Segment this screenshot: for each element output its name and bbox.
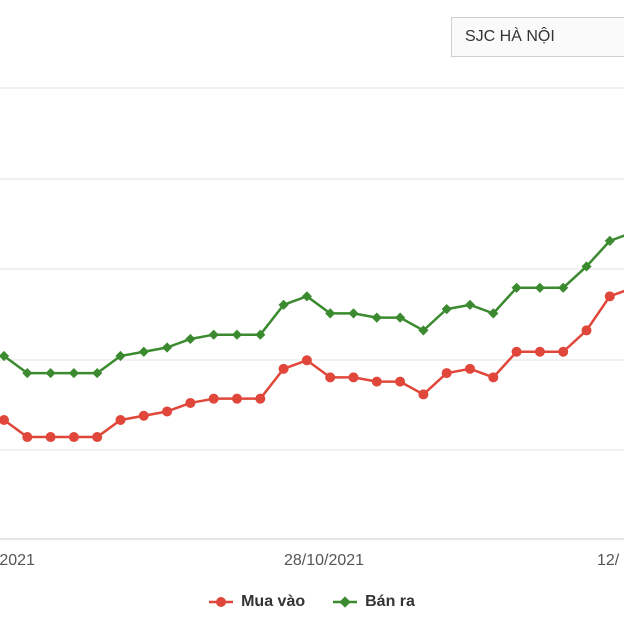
data-point-buy <box>278 363 289 374</box>
chart-legend: Mua vào Bán ra <box>0 593 624 611</box>
data-point-buy <box>511 346 522 357</box>
data-point-sell <box>68 367 79 379</box>
data-point-buy <box>488 372 499 383</box>
data-point-buy <box>92 432 103 443</box>
data-point-buy <box>255 393 266 404</box>
data-point-buy <box>418 389 429 400</box>
data-point-buy <box>348 372 359 383</box>
data-point-buy <box>45 432 56 443</box>
data-point-buy <box>325 372 336 383</box>
data-point-buy <box>208 393 219 404</box>
data-point-sell <box>371 312 382 323</box>
data-point-buy <box>604 291 615 302</box>
data-point-buy <box>441 368 452 379</box>
legend-buy-label: Mua vào <box>241 593 306 610</box>
data-point-sell <box>185 333 196 345</box>
data-point-sell <box>325 308 336 319</box>
data-point-sell <box>348 308 359 319</box>
legend-item-sell[interactable]: Bán ra <box>333 593 415 611</box>
data-point-sell <box>138 346 149 357</box>
data-point-buy <box>138 410 149 421</box>
data-point-buy <box>581 325 592 336</box>
data-point-sell <box>301 291 312 302</box>
data-point-buy <box>232 393 242 404</box>
x-tick-label: 12/ <box>597 552 620 569</box>
data-point-buy <box>22 432 33 443</box>
data-point-sell <box>208 329 219 340</box>
series-lines <box>3 234 624 439</box>
data-point-sell <box>441 304 452 315</box>
series-line-buy <box>3 289 624 439</box>
data-point-buy <box>185 397 196 408</box>
data-point-buy <box>371 376 382 387</box>
legend-buy-marker-icon <box>209 597 234 607</box>
series-line-sell <box>3 234 624 375</box>
x-tick-label: 28/10/2021 <box>284 552 364 569</box>
data-point-sell <box>278 299 289 310</box>
data-point-sell <box>162 342 173 353</box>
data-point-buy <box>115 415 126 425</box>
data-point-buy <box>0 415 9 425</box>
legend-item-buy[interactable]: Mua vào <box>209 593 305 611</box>
data-point-buy <box>465 363 475 374</box>
data-point-buy <box>534 346 545 357</box>
data-point-sell <box>418 325 429 336</box>
legend-sell-label: Bán ra <box>365 593 415 610</box>
data-point-buy <box>558 346 569 357</box>
data-point-sell <box>464 299 476 310</box>
data-point-buy <box>301 355 312 366</box>
data-point-buy <box>68 432 79 443</box>
x-axis: 0/2021 28/10/2021 12/ <box>0 538 624 569</box>
data-point-sell <box>255 329 266 340</box>
data-point-buy <box>162 406 173 417</box>
legend-sell-marker-icon <box>333 596 358 608</box>
data-point-sell <box>581 261 592 272</box>
data-point-sell <box>511 282 522 293</box>
series-markers <box>0 235 615 443</box>
data-point-sell <box>534 282 545 293</box>
x-tick-label: 0/2021 <box>0 552 35 569</box>
data-point-sell <box>45 367 56 379</box>
data-point-sell <box>231 329 243 340</box>
data-point-sell <box>395 312 406 323</box>
grid-lines <box>0 87 624 451</box>
location-select[interactable]: SJC HÀ NỘI <box>451 17 624 57</box>
data-point-buy <box>395 376 406 387</box>
data-point-sell <box>488 308 499 319</box>
